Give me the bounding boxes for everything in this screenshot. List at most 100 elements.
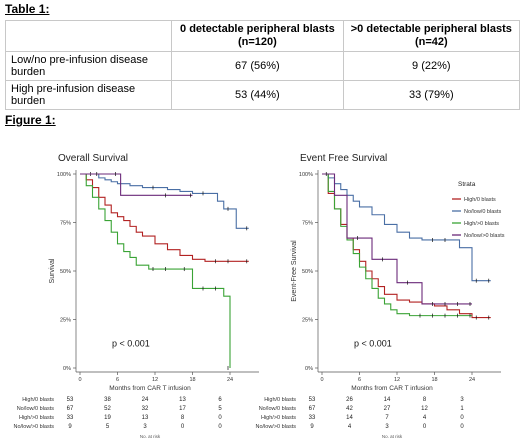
x-tick-label: 12 xyxy=(152,377,158,383)
risk-count: 13 xyxy=(179,397,186,403)
y-tick-label: 50% xyxy=(60,269,71,275)
panel-title: Event Free Survival xyxy=(300,153,387,164)
risk-count: 0 xyxy=(423,424,427,430)
risk-row-label: No/low/0 blasts xyxy=(17,406,55,412)
y-axis-label: Event-Free Survival xyxy=(291,240,298,302)
km-curve-4 xyxy=(80,173,193,196)
col-header-0-blasts: 0 detectable peripheral blasts (n=120) xyxy=(171,20,344,52)
legend-label: High/0 blasts xyxy=(464,197,496,203)
table-1: 0 detectable peripheral blasts (n=120) >… xyxy=(4,20,520,110)
risk-table-label: No. at risk xyxy=(382,434,403,439)
risk-row-label: High/>0 blasts xyxy=(19,415,54,421)
risk-count: 0 xyxy=(218,424,222,430)
x-tick-label: 24 xyxy=(469,377,475,383)
risk-row-label: High/0 blasts xyxy=(264,397,296,403)
table-row: Low/no pre-infusion disease burden 67 (5… xyxy=(4,51,520,81)
risk-count: 8 xyxy=(181,415,185,421)
table-heading: Table 1: xyxy=(5,2,50,16)
risk-count: 26 xyxy=(346,397,353,403)
risk-count: 14 xyxy=(346,415,353,421)
km-panel-0: Overall Survival 100% 75% 50% 25% 0% 0 6 12 18 24 M… xyxy=(13,153,259,439)
y-tick-label: 100% xyxy=(299,172,313,178)
risk-count: 5 xyxy=(218,406,222,412)
risk-count: 5 xyxy=(106,424,110,430)
row-label: High pre-infusion disease burden xyxy=(4,80,173,110)
x-tick-label: 0 xyxy=(320,377,323,383)
risk-count: 4 xyxy=(348,424,352,430)
risk-count: 0 xyxy=(460,415,464,421)
km-curve-3 xyxy=(322,173,472,317)
y-axis-label: Survival xyxy=(49,258,56,283)
risk-count: 9 xyxy=(68,424,72,430)
x-tick-label: 18 xyxy=(431,377,437,383)
km-curve-2 xyxy=(322,173,491,282)
risk-count: 67 xyxy=(67,406,74,412)
col-header-0-blasts-title: 0 detectable peripheral blasts xyxy=(180,23,335,35)
risk-count: 33 xyxy=(309,415,316,421)
x-tick-label: 6 xyxy=(358,377,361,383)
risk-count: 53 xyxy=(67,397,74,403)
km-curve-3 xyxy=(80,173,231,368)
legend: Strata High/0 blasts No/low/0 blasts High/>… xyxy=(452,181,505,239)
legend-label: No/low/>0 blasts xyxy=(464,233,505,239)
risk-count: 9 xyxy=(310,424,314,430)
col-header-gt0-blasts-n: (n=42) xyxy=(414,36,448,48)
risk-count: 3 xyxy=(143,424,147,430)
p-value-annotation: p < 0.001 xyxy=(354,339,392,349)
y-tick-label: 75% xyxy=(60,221,71,227)
risk-count: 0 xyxy=(181,424,185,430)
legend-label: No/low/0 blasts xyxy=(464,209,502,215)
cell-value: 33 (79%) xyxy=(342,80,520,110)
risk-row-label: High/0 blasts xyxy=(22,397,54,403)
table-row: High pre-infusion disease burden 53 (44%… xyxy=(4,80,520,110)
y-tick-label: 25% xyxy=(302,318,313,324)
risk-count: 13 xyxy=(142,415,149,421)
x-axis-label: Months from CAR T infusion xyxy=(351,385,433,392)
risk-count: 42 xyxy=(346,406,353,412)
risk-count: 38 xyxy=(104,397,111,403)
risk-count: 7 xyxy=(385,415,389,421)
x-tick-label: 12 xyxy=(394,377,400,383)
y-tick-label: 50% xyxy=(302,269,313,275)
col-header-gt0-blasts: >0 detectable peripheral blasts (n=42) xyxy=(342,20,520,52)
legend-title: Strata xyxy=(458,181,476,188)
risk-count: 6 xyxy=(218,397,222,403)
x-tick-label: 24 xyxy=(227,377,233,383)
risk-count: 19 xyxy=(104,415,111,421)
risk-count: 33 xyxy=(67,415,74,421)
y-tick-label: 100% xyxy=(57,172,71,178)
risk-row-label: No/low/>0 blasts xyxy=(13,424,54,430)
risk-count: 53 xyxy=(309,397,316,403)
table-header-row: 0 detectable peripheral blasts (n=120) >… xyxy=(4,20,520,52)
risk-count: 32 xyxy=(142,406,149,412)
panel-title: Overall Survival xyxy=(58,153,128,164)
risk-count: 0 xyxy=(460,424,464,430)
km-curve-4 xyxy=(322,173,472,305)
risk-count: 12 xyxy=(421,406,428,412)
cell-value: 9 (22%) xyxy=(342,51,520,81)
risk-count: 27 xyxy=(384,406,391,412)
row-label: Low/no pre-infusion disease burden xyxy=(4,51,173,81)
risk-count: 8 xyxy=(423,397,427,403)
x-tick-label: 6 xyxy=(116,377,119,383)
risk-count: 1 xyxy=(460,406,464,412)
y-tick-label: 75% xyxy=(302,221,313,227)
risk-count: 17 xyxy=(179,406,186,412)
x-axis-label: Months from CAR T infusion xyxy=(109,385,191,392)
risk-count: 52 xyxy=(104,406,111,412)
col-header-0-blasts-n: (n=120) xyxy=(237,36,277,48)
cell-value: 53 (44%) xyxy=(171,80,344,110)
risk-count: 0 xyxy=(218,415,222,421)
p-value-annotation: p < 0.001 xyxy=(112,339,150,349)
legend-label: High/>0 blasts xyxy=(464,221,499,227)
table-corner-cell xyxy=(4,20,173,52)
risk-row-label: No/low/>0 blasts xyxy=(255,424,296,430)
risk-count: 67 xyxy=(309,406,316,412)
risk-table-label: No. at risk xyxy=(140,434,161,439)
figure-heading: Figure 1: xyxy=(5,113,56,127)
risk-row-label: No/low/0 blasts xyxy=(259,406,297,412)
risk-count: 14 xyxy=(384,397,391,403)
col-header-gt0-blasts-title: >0 detectable peripheral blasts xyxy=(350,23,512,35)
